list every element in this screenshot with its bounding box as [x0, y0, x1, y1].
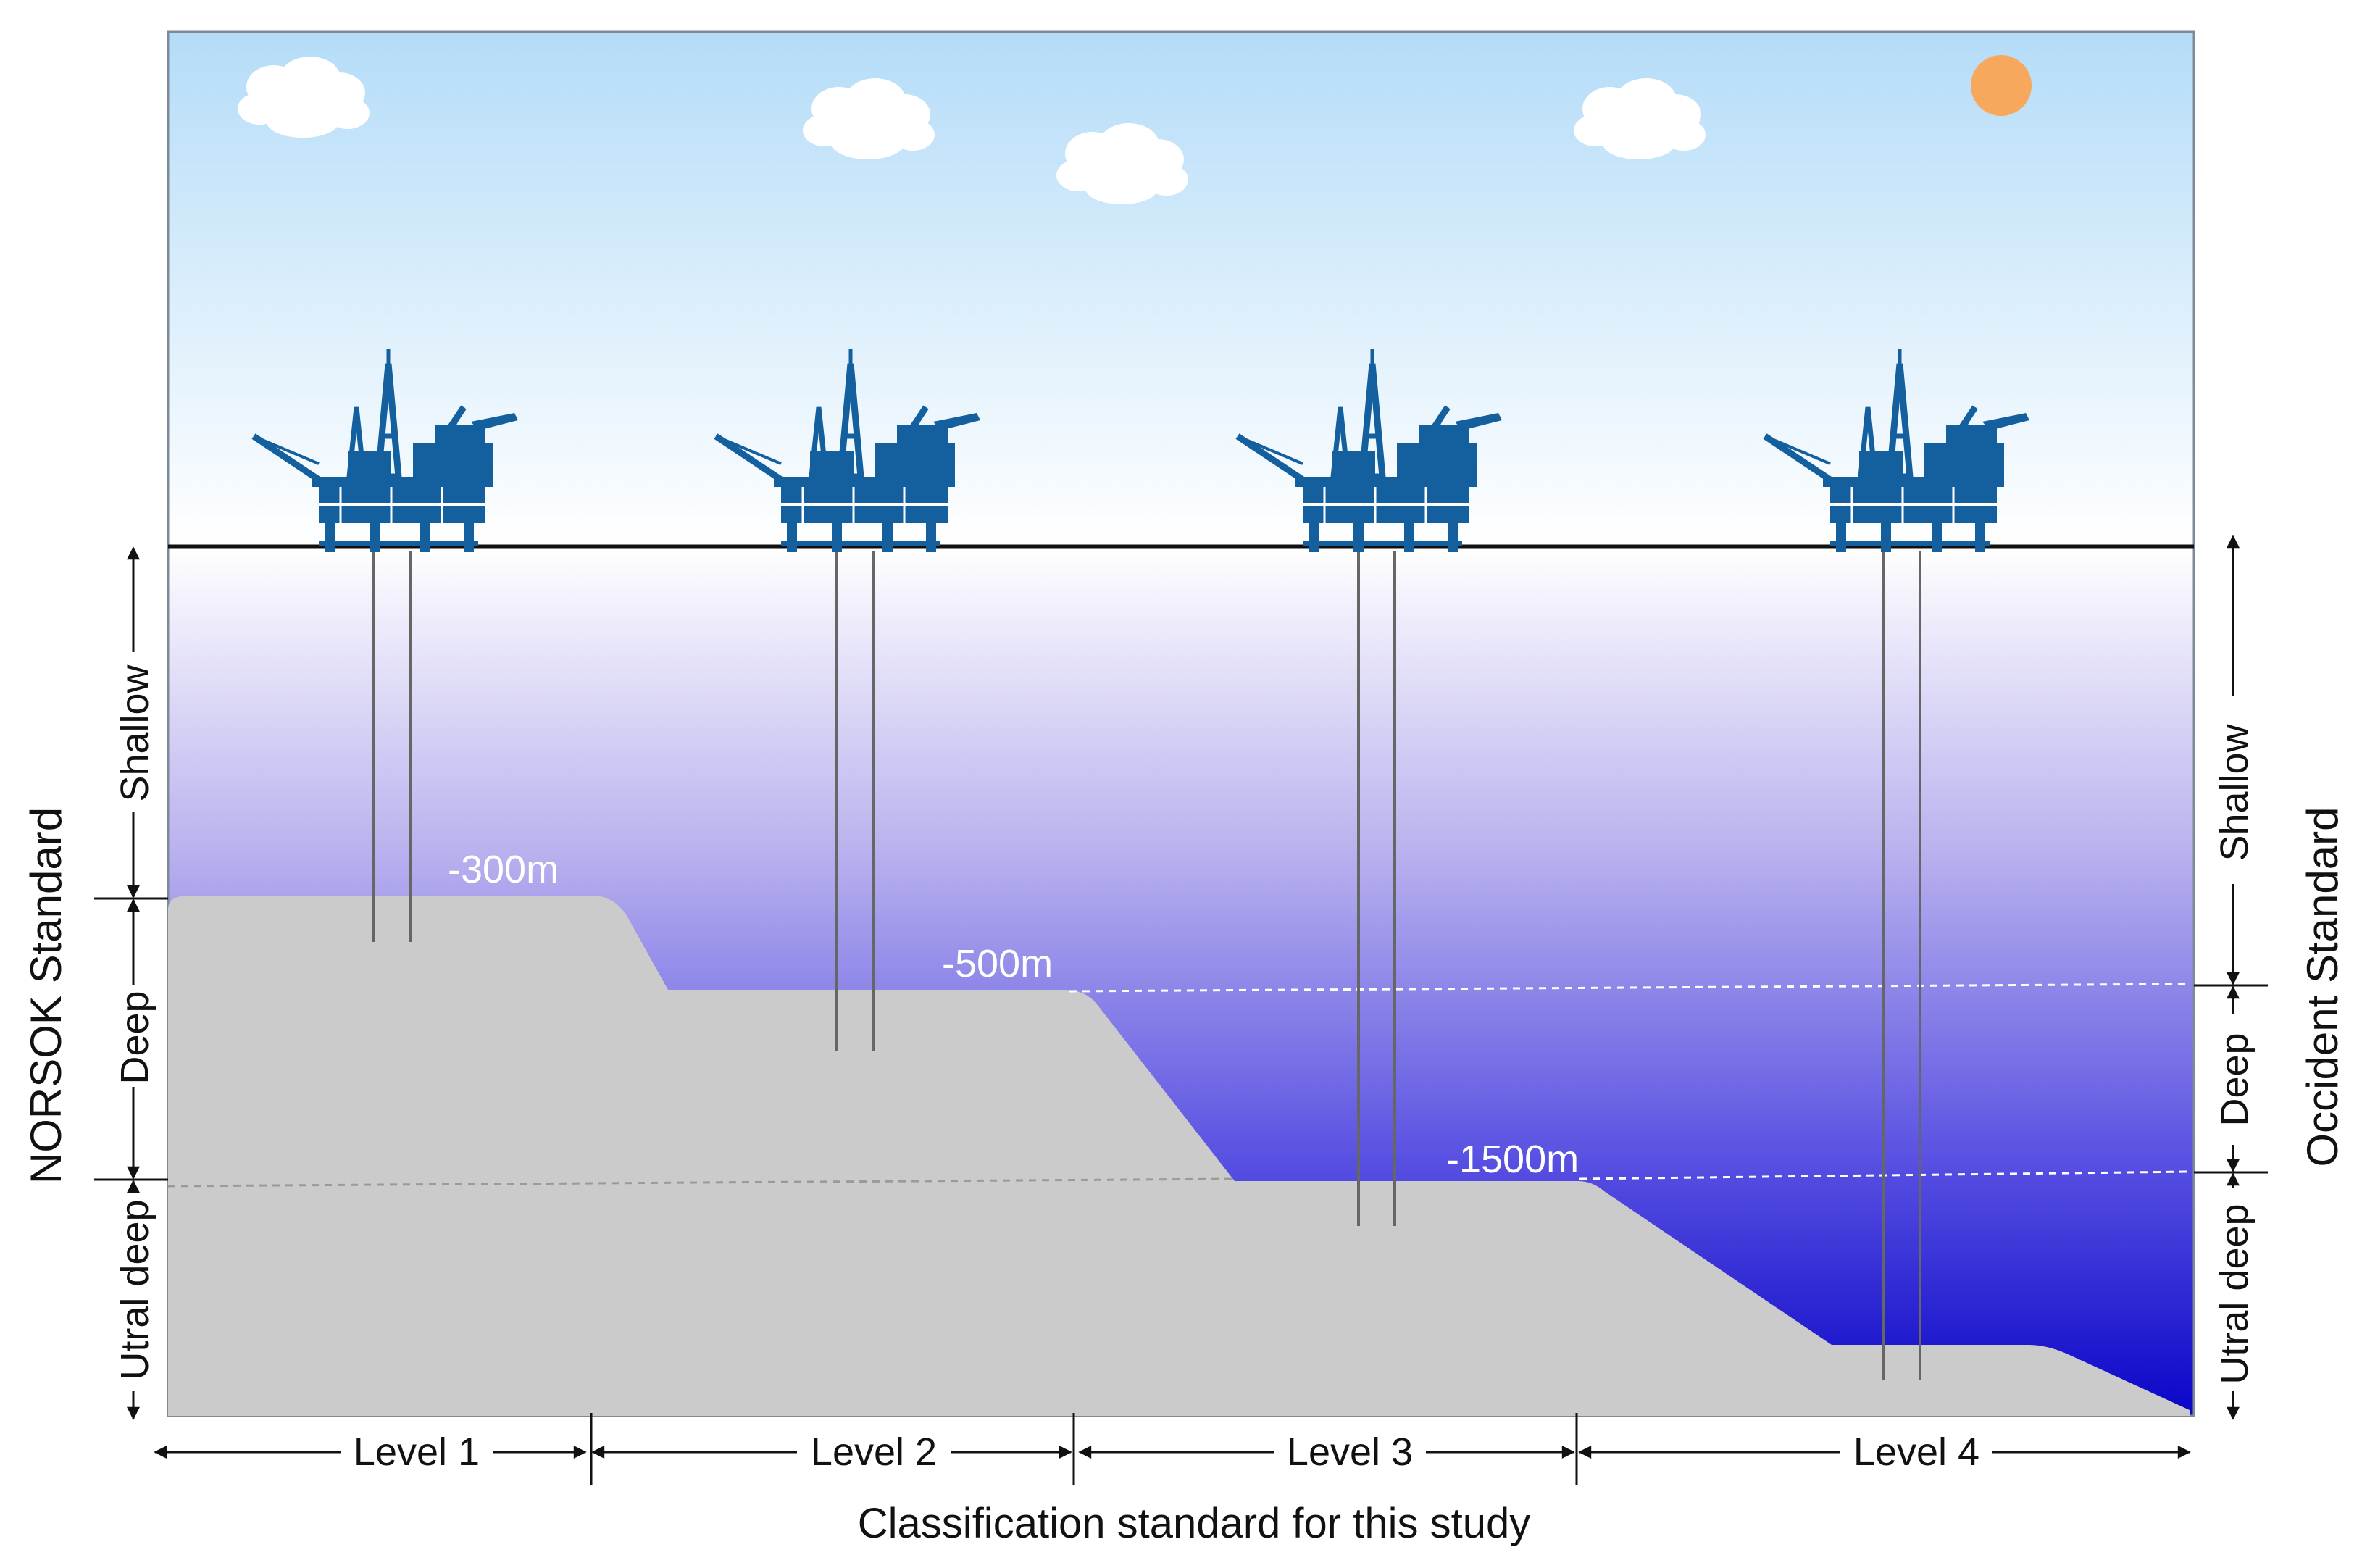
occident-standard-title: Occident Standard — [2298, 807, 2347, 1167]
depth-line-1500m — [167, 1177, 1235, 1188]
sun-icon — [1971, 55, 2032, 116]
sky — [168, 32, 2194, 546]
level-4-label: Level 4 — [1853, 1430, 1979, 1474]
norsok-shallow-label: Shallow — [113, 664, 157, 801]
occident-scale — [2194, 535, 2268, 1420]
depth-label-1500m: -1500m — [1446, 1138, 1579, 1181]
level-2-label: Level 2 — [811, 1430, 937, 1474]
occident-deep-label: Deep — [2213, 1033, 2256, 1126]
level-dividers — [590, 1413, 1578, 1485]
seabed-profile — [168, 896, 2190, 1416]
depth-label-500m: -500m — [942, 942, 1053, 985]
depth-line-500m — [1069, 983, 2190, 993]
level-1-label: Level 1 — [354, 1430, 480, 1474]
norsok-deep-label: Deep — [113, 991, 157, 1084]
depth-label-300m: -300m — [448, 848, 559, 891]
norsok-standard-title: NORSOK Standard — [22, 807, 70, 1184]
norsok-scale — [94, 546, 168, 1420]
occident-shallow-label: Shallow — [2213, 723, 2256, 861]
norsok-ultra-deep-label: Utral deep — [113, 1199, 157, 1380]
occident-ultra-deep-label: Utral deep — [2213, 1204, 2256, 1384]
study-standard-title: Classification standard for this study — [858, 1500, 1530, 1547]
level-3-label: Level 3 — [1287, 1430, 1413, 1474]
risers — [372, 551, 1921, 1380]
